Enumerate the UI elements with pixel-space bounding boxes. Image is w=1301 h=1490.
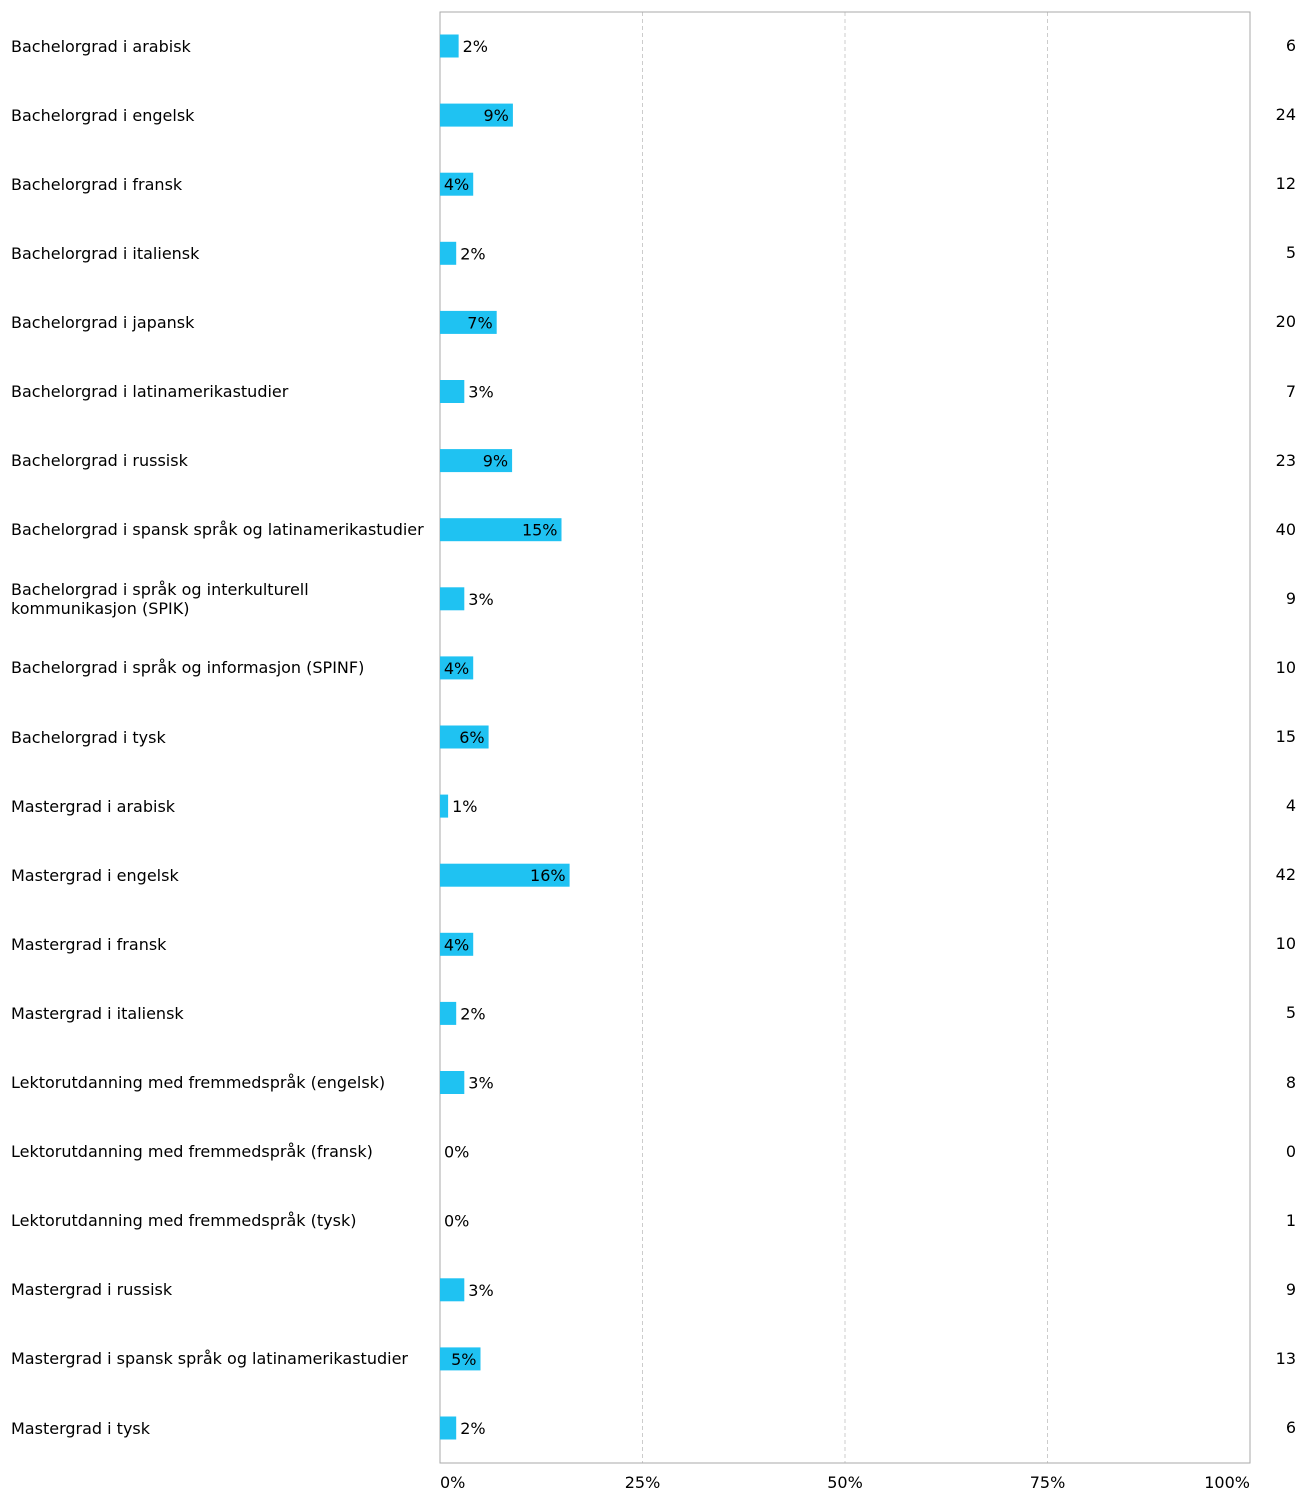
bar — [440, 1278, 465, 1302]
count-label: 8 — [1285, 1072, 1296, 1092]
bar-value-label: 2% — [460, 1004, 485, 1023]
category-label: Mastergrad i arabisk — [11, 796, 176, 816]
count-label: 10 — [1275, 657, 1296, 677]
bar — [440, 310, 497, 334]
bar-value-label: 3% — [468, 383, 493, 402]
bar — [440, 1071, 465, 1094]
bar-value-label: 0% — [444, 1143, 469, 1162]
category-label: Bachelorgrad i språk og interkulturell k… — [11, 579, 309, 618]
count-label: 13 — [1275, 1348, 1296, 1368]
bar — [440, 932, 474, 956]
count-label: 4 — [1285, 796, 1296, 816]
category-label: Lektorutdanning med fremmedspråk (tysk) — [11, 1211, 357, 1231]
bar-value-label: 3% — [468, 590, 493, 609]
count-label: 6 — [1285, 1418, 1296, 1437]
count-label: 20 — [1275, 312, 1296, 332]
bar — [440, 1001, 457, 1025]
bar — [440, 172, 474, 196]
bar — [440, 1347, 481, 1371]
category-label: Mastergrad i italiensk — [11, 1003, 184, 1023]
category-label: Lektorutdanning med fremmedspråk (fransk… — [11, 1142, 373, 1162]
count-label: 6 — [1285, 36, 1296, 55]
count-label: 9 — [1285, 1279, 1296, 1299]
count-label: 9 — [1285, 588, 1296, 608]
x-tick-label: 75% — [1030, 1473, 1066, 1490]
bar-value-label: 15% — [522, 521, 558, 540]
category-label: Mastergrad i engelsk — [11, 865, 179, 885]
count-label: 24 — [1275, 105, 1296, 125]
bar-value-label: 0% — [444, 1212, 469, 1231]
category-label: Bachelorgrad i latinamerikastudier — [11, 382, 289, 401]
count-label: 40 — [1275, 519, 1296, 539]
category-label: Bachelorgrad i japansk — [11, 312, 195, 332]
bar — [440, 380, 465, 403]
count-label: 1 — [1285, 1210, 1296, 1230]
bar-value-label: 16% — [530, 866, 566, 885]
count-label: 7 — [1285, 381, 1296, 401]
bar-value-label: 5% — [451, 1350, 476, 1369]
category-label: Mastergrad i spansk språk og latinamerik… — [11, 1349, 408, 1369]
category-label: Mastergrad i fransk — [11, 934, 167, 954]
bar-value-label: 2% — [460, 244, 485, 263]
bar — [440, 103, 513, 127]
bar-value-label: 3% — [468, 1074, 493, 1093]
bar-value-label: 2% — [463, 37, 488, 56]
bar — [440, 794, 449, 818]
bar-value-label: 4% — [444, 175, 469, 194]
bar-value-label: 3% — [468, 1281, 493, 1300]
category-label: Bachelorgrad i spansk språk og latinamer… — [11, 520, 424, 540]
bar — [440, 34, 459, 58]
count-label: 12 — [1275, 174, 1296, 194]
bar — [440, 863, 570, 887]
category-label: Bachelorgrad i italiensk — [11, 243, 200, 263]
bar — [440, 725, 489, 749]
bar — [440, 1416, 457, 1440]
category-label: Mastergrad i tysk — [11, 1418, 151, 1438]
category-label: Lektorutdanning med fremmedspråk (engels… — [11, 1073, 386, 1092]
x-tick-label: 100% — [1204, 1473, 1250, 1490]
bar-value-label: 2% — [460, 1419, 485, 1438]
bar-value-label: 4% — [444, 935, 469, 954]
count-label: 5 — [1285, 243, 1296, 263]
category-label: Mastergrad i russisk — [11, 1280, 173, 1300]
bar-value-label: 9% — [484, 106, 509, 125]
count-label: 42 — [1275, 865, 1296, 885]
bar-value-label: 1% — [452, 797, 477, 816]
bar — [440, 518, 562, 542]
x-tick-label: 0% — [440, 1473, 465, 1490]
count-label: 5 — [1285, 1003, 1296, 1023]
x-tick-label: 50% — [827, 1473, 863, 1490]
category-label: Bachelorgrad i fransk — [11, 174, 183, 194]
bar-value-label: 4% — [444, 659, 469, 678]
bar — [440, 449, 513, 473]
count-label: 15 — [1275, 727, 1296, 746]
bar — [440, 241, 457, 265]
category-label: Bachelorgrad i engelsk — [11, 105, 195, 125]
count-label: 10 — [1275, 934, 1296, 954]
bar-value-label: 7% — [467, 313, 492, 332]
bar — [440, 656, 474, 680]
count-label: 0 — [1285, 1141, 1296, 1161]
category-label: Bachelorgrad i russisk — [11, 451, 188, 471]
category-label: Bachelorgrad i tysk — [11, 727, 166, 747]
category-label: Bachelorgrad i språk og informasjon (SPI… — [11, 658, 365, 678]
count-label: 23 — [1275, 450, 1296, 470]
bar — [440, 587, 465, 611]
x-tick-label: 25% — [625, 1473, 661, 1490]
bar-value-label: 9% — [483, 452, 508, 471]
bar-value-label: 6% — [459, 728, 484, 747]
category-label: Bachelorgrad i arabisk — [11, 36, 191, 56]
